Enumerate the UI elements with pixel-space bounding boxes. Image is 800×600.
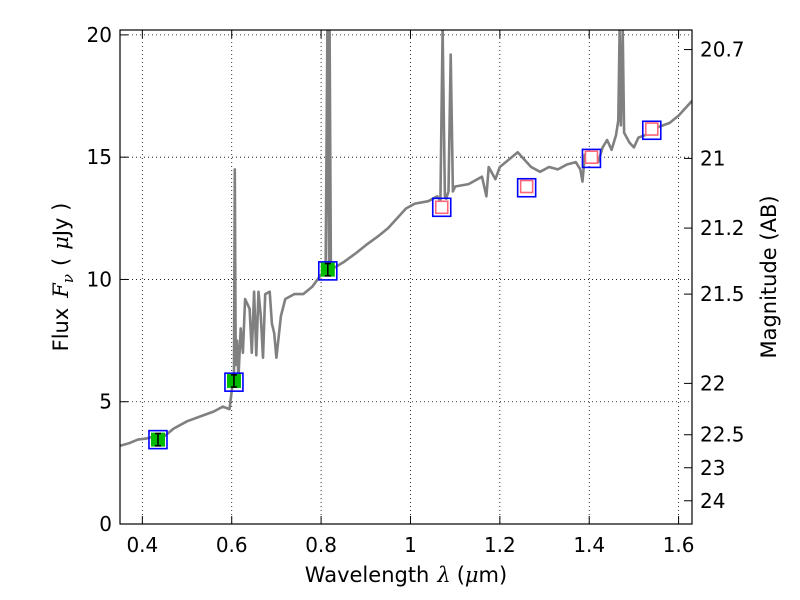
y-axis-label: FluxFν(μJy ) <box>49 203 77 352</box>
x-tick-label: 0.6 <box>216 533 248 557</box>
y2-tick-label: 21.5 <box>700 282 745 306</box>
y2-tick-label: 20.7 <box>700 38 745 62</box>
y2-tick-label: 22.5 <box>700 423 745 447</box>
model-photometry-box <box>148 429 168 450</box>
x-tick-label: 1.6 <box>663 533 695 557</box>
y-tick-label: 20 <box>87 23 112 47</box>
x-tick-label: 1 <box>404 533 417 557</box>
upper-limit-marker <box>644 122 659 136</box>
model-photometry-box <box>641 120 662 141</box>
y2-tick-label: 24 <box>700 489 725 513</box>
y2-tick-label: 21 <box>700 146 725 170</box>
x-axis-label: Wavelength λ (μm) <box>305 563 507 587</box>
y2-tick-label: 21.2 <box>700 216 745 240</box>
ticks: 0.4 0.6 0.8 1 1.2 1.4 1.6 0 5 10 15 20 20.7 21 21.2 21.… <box>87 23 745 557</box>
y-tick-label: 15 <box>87 145 112 169</box>
spectrum-line <box>120 30 692 447</box>
y-tick-label: 10 <box>87 267 112 291</box>
model-photometry-box <box>317 261 338 281</box>
model-photometry-box <box>516 177 537 198</box>
model-photometry-box <box>431 197 452 218</box>
model-photometry-box <box>224 372 244 392</box>
model-photometry-box <box>581 148 602 169</box>
y2-tick-label: 23 <box>700 456 725 480</box>
upper-limit-marker <box>434 200 449 215</box>
x-tick-label: 0.4 <box>126 533 158 557</box>
y-tick-label: 5 <box>99 390 112 414</box>
series-layer <box>120 30 692 447</box>
plot-area: 0.4 0.6 0.8 1 1.2 1.4 1.6 0 5 10 15 20 20.7 21 21.2 21.… <box>87 23 745 557</box>
plot-frame <box>119 29 693 525</box>
y2-tick-label: 22 <box>700 371 725 395</box>
x-tick-label: 1.4 <box>573 533 605 557</box>
upper-limit-marker <box>519 179 534 194</box>
x-tick-label: 0.8 <box>305 533 337 557</box>
marker-layer <box>148 120 662 450</box>
y-tick-label: 0 <box>99 512 112 536</box>
upper-limit-marker <box>584 150 599 164</box>
y2-axis-label: Magnitude (AB) <box>757 195 781 358</box>
x-tick-label: 1.2 <box>484 533 516 557</box>
